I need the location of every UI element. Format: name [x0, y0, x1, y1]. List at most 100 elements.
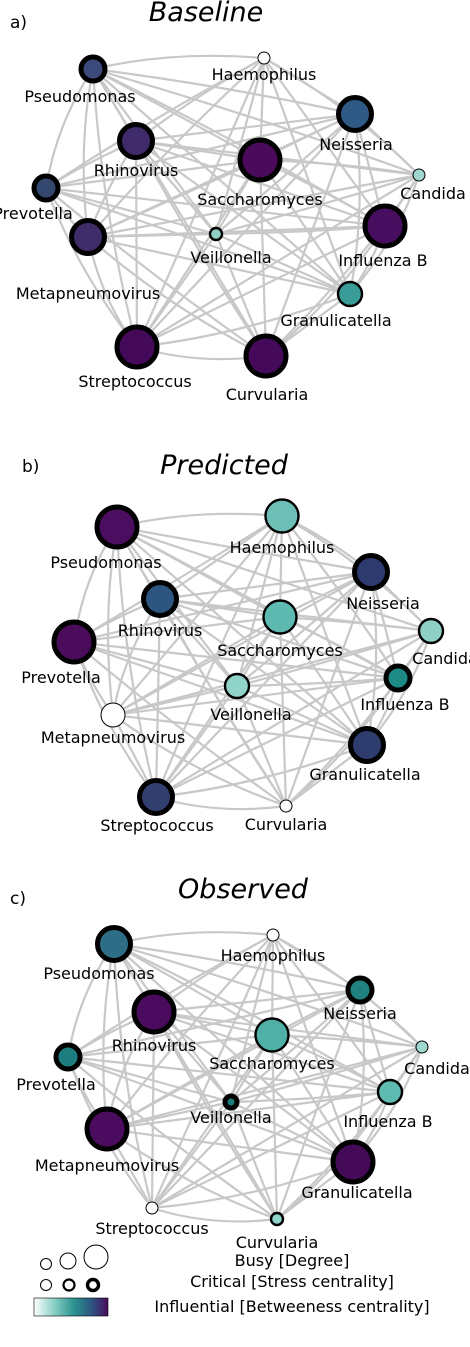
- edge: [73, 640, 368, 747]
- node-label-veillonella: Veillonella: [190, 1108, 271, 1127]
- edge: [151, 1160, 354, 1210]
- panel-a-letter: a): [10, 13, 27, 33]
- edge: [278, 616, 288, 807]
- edge: [135, 57, 266, 348]
- edge: [136, 225, 386, 348]
- edge-group: [44, 54, 421, 361]
- edge: [112, 676, 399, 717]
- node-label-pseudomonas: Pseudomonas: [43, 964, 154, 983]
- panel-c-letter: c): [10, 889, 26, 909]
- edge: [92, 67, 356, 116]
- edge: [285, 677, 399, 807]
- node-label-prevotella: Prevotella: [0, 204, 73, 223]
- edge: [275, 989, 362, 1220]
- node-label-rhinovirus: Rhinovirus: [94, 161, 179, 180]
- edge: [45, 187, 267, 357]
- node-pseudomonas: [94, 504, 140, 550]
- edge: [67, 1055, 391, 1094]
- node-pseudomonas: [95, 925, 133, 963]
- node-veillonella: [223, 672, 251, 700]
- node-influenza-b: [376, 1078, 404, 1106]
- edge: [365, 571, 378, 746]
- edge: [112, 684, 238, 717]
- edge: [159, 598, 287, 807]
- edge: [87, 236, 267, 357]
- node-curvularia: [269, 1211, 285, 1227]
- edge: [215, 113, 356, 235]
- node-label-streptococcus: Streptococcus: [78, 372, 191, 391]
- edge: [45, 186, 217, 236]
- node-metapneumovirus: [69, 218, 107, 256]
- edge: [87, 173, 420, 239]
- edge: [112, 714, 287, 808]
- edge: [73, 641, 287, 807]
- edge: [92, 67, 420, 177]
- node-label-candida: Candida: [400, 184, 466, 203]
- node-label-curvularia: Curvularia: [226, 385, 309, 404]
- node-granulicatella: [348, 726, 386, 764]
- edge: [106, 1127, 354, 1164]
- node-candida: [417, 617, 445, 645]
- edge: [116, 526, 368, 746]
- edge: [67, 1056, 278, 1220]
- edge: [215, 232, 351, 296]
- node-label-curvularia: Curvularia: [245, 815, 328, 834]
- edge: [265, 174, 420, 357]
- edge: [285, 630, 432, 807]
- edge: [45, 158, 261, 190]
- node-label-veillonella: Veillonella: [210, 705, 291, 724]
- node-label-neisseria: Neisseria: [319, 135, 393, 154]
- node-saccharomyces: [262, 599, 298, 635]
- legend: Busy [Degree] Critical [Stress centralit…: [33, 1244, 430, 1317]
- edge: [153, 1011, 354, 1163]
- node-candida: [412, 168, 426, 182]
- edge: [113, 943, 354, 1163]
- node-label-influenza-b: Influenza B: [360, 695, 449, 714]
- edge: [154, 515, 283, 798]
- edge: [215, 173, 420, 236]
- node-label-neisseria: Neisseria: [346, 594, 420, 613]
- node-veillonella: [208, 226, 224, 242]
- node-saccharomyces: [237, 137, 283, 183]
- edge: [92, 68, 267, 357]
- network-predicted: Pseudomonas Haemophilus Neisseria Rhinoviru…: [21, 498, 470, 835]
- edge: [151, 989, 361, 1209]
- edge: [279, 615, 432, 633]
- edge: [112, 515, 283, 716]
- node-label-streptococcus: Streptococcus: [95, 1219, 208, 1238]
- node-prevotella: [53, 1042, 83, 1072]
- node-label-pseudomonas: Pseudomonas: [50, 553, 161, 572]
- node-veillonella: [222, 1093, 240, 1111]
- panel-b-title: Predicted: [160, 450, 289, 481]
- edge: [92, 68, 351, 295]
- node-influenza-b: [383, 663, 413, 693]
- node-influenza-b: [362, 203, 408, 249]
- node-pseudomonas: [78, 54, 108, 84]
- edge: [151, 1046, 423, 1209]
- edge: [151, 1206, 278, 1223]
- edge: [280, 515, 369, 746]
- edge: [112, 629, 432, 717]
- legend-stroke-thin-circle: [40, 1279, 52, 1291]
- edge: [159, 598, 368, 746]
- node-streptococcus: [145, 1201, 159, 1215]
- node-neisseria: [336, 95, 374, 133]
- node-saccharomyces: [254, 1017, 290, 1053]
- node-label-prevotella: Prevotella: [16, 1075, 96, 1094]
- node-label-granulicatella: Granulicatella: [280, 311, 391, 330]
- edge: [67, 1033, 273, 1059]
- edge: [271, 1033, 423, 1049]
- edge: [258, 159, 268, 357]
- node-rhinovirus: [141, 580, 179, 618]
- node-neisseria: [352, 553, 390, 591]
- node-prevotella: [51, 619, 97, 665]
- node-prevotella: [31, 173, 61, 203]
- edge: [155, 743, 368, 799]
- edge: [150, 1011, 156, 1209]
- edge: [236, 571, 372, 687]
- node-label-candida: Candida: [404, 1059, 470, 1078]
- edge: [92, 54, 265, 71]
- node-metapneumovirus: [84, 1106, 130, 1152]
- node-granulicatella: [330, 1139, 376, 1185]
